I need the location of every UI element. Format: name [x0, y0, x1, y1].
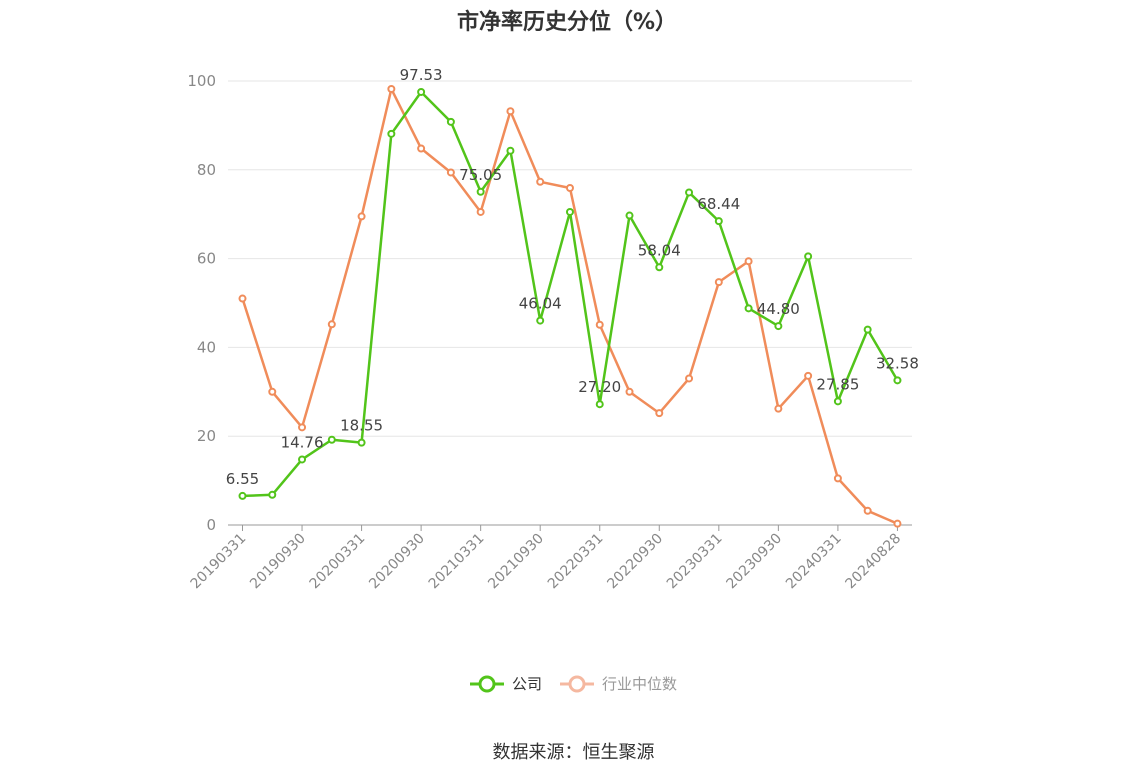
data-point-industry [863, 506, 872, 515]
y-tick-label: 80 [197, 161, 216, 179]
data-source: 数据来源：恒生聚源 [492, 742, 655, 763]
data-point-company [417, 87, 426, 96]
data-point-industry [774, 404, 783, 413]
x-tick-label: 20220331 [545, 531, 607, 593]
data-label-company: 27.20 [578, 378, 621, 396]
x-tick-label: 20240331 [783, 531, 845, 593]
data-point-company [387, 129, 396, 138]
x-tick-label: 20230331 [664, 531, 726, 593]
data-point-company [476, 187, 485, 196]
data-label-company: 97.53 [400, 66, 443, 84]
x-tick-label: 20200331 [307, 531, 369, 593]
x-tick-label: 20190331 [188, 531, 250, 593]
x-tick-label: 20210930 [485, 531, 547, 593]
data-point-industry [565, 184, 574, 193]
data-point-industry [893, 519, 902, 528]
y-tick-label: 40 [197, 338, 216, 356]
data-point-industry [446, 168, 455, 177]
data-point-company [655, 263, 664, 272]
legend-industry-icon [560, 675, 595, 692]
data-label-company: 6.55 [226, 470, 259, 488]
data-point-company [893, 376, 902, 385]
data-point-company [714, 217, 723, 226]
x-tick-label: 20210331 [426, 531, 488, 593]
data-point-industry [387, 84, 396, 93]
data-point-industry [506, 107, 515, 116]
y-tick-label: 20 [197, 427, 216, 445]
data-point-company [804, 252, 813, 261]
data-point-company [774, 322, 783, 331]
legend-label-industry: 行业中位数 [602, 675, 678, 693]
data-point-industry [238, 294, 247, 303]
data-point-company [446, 117, 455, 126]
legend-label-company: 公司 [512, 675, 543, 693]
data-point-company [595, 400, 604, 409]
data-label-company: 14.76 [281, 433, 324, 451]
data-point-industry [833, 474, 842, 483]
data-point-industry [268, 387, 277, 396]
data-point-industry [298, 423, 307, 432]
x-tick-label: 20190930 [247, 531, 309, 593]
chart-title: 市净率历史分位（%） [456, 10, 678, 35]
data-point-company [357, 438, 366, 447]
data-point-industry [804, 371, 813, 380]
data-point-industry [655, 409, 664, 418]
x-tick-label: 20230930 [723, 531, 785, 593]
data-label-company: 75.05 [459, 166, 502, 184]
legend: 公司 行业中位数 [470, 673, 695, 694]
data-point-company [238, 491, 247, 500]
x-tick-label: 20240828 [843, 531, 905, 593]
data-label-company: 32.58 [876, 354, 919, 372]
data-point-company [863, 325, 872, 334]
data-label-company: 18.55 [340, 417, 383, 435]
x-tick-label: 20200930 [366, 531, 428, 593]
y-tick-label: 100 [187, 72, 216, 90]
data-point-company [298, 455, 307, 464]
data-point-industry [536, 177, 545, 186]
data-point-industry [357, 212, 366, 221]
data-label-company: 27.85 [816, 375, 859, 393]
data-point-industry [417, 144, 426, 153]
data-point-industry [744, 257, 753, 266]
x-tick-label: 20220930 [604, 531, 666, 593]
data-point-industry [476, 207, 485, 216]
y-tick-label: 0 [206, 516, 216, 534]
legend-company-icon [470, 675, 504, 692]
data-label-company: 58.04 [638, 241, 681, 259]
data-point-company [268, 490, 277, 499]
data-point-company [685, 188, 694, 197]
data-point-company [536, 316, 545, 325]
data-point-company [506, 146, 515, 155]
data-point-industry [595, 320, 604, 329]
data-label-company: 44.80 [757, 300, 800, 318]
data-point-industry [685, 374, 694, 383]
data-point-company [327, 435, 336, 444]
legend-item-industry[interactable]: 行业中位数 [560, 673, 677, 694]
data-point-industry [714, 278, 723, 287]
data-point-industry [327, 320, 336, 329]
data-point-company [625, 211, 634, 220]
y-tick-label: 60 [197, 250, 216, 268]
data-label-company: 68.44 [697, 195, 740, 213]
legend-item-company[interactable]: 公司 [470, 673, 542, 694]
data-point-company [833, 397, 842, 406]
data-point-company [565, 207, 574, 216]
data-point-industry [625, 387, 634, 396]
data-point-company [744, 304, 753, 313]
data-label-company: 46.04 [519, 295, 562, 313]
